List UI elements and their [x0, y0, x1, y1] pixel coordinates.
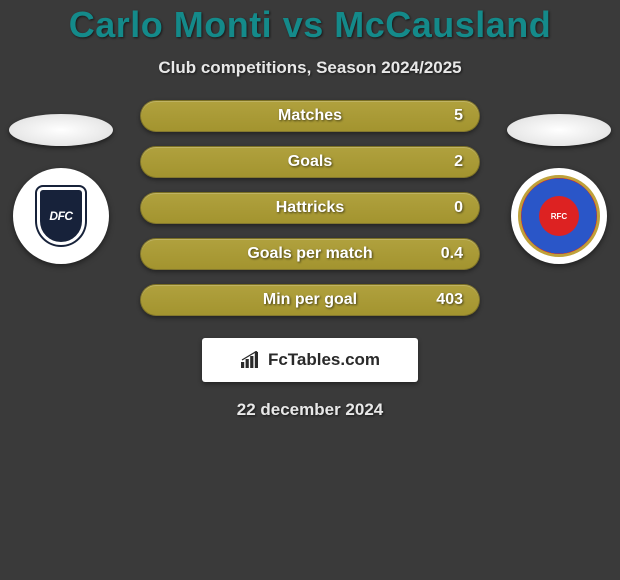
club-badge-left: DFC [13, 168, 109, 264]
watermark-text: FcTables.com [268, 350, 380, 370]
player-right-photo [507, 114, 611, 146]
stat-label: Min per goal [141, 291, 479, 309]
stat-value-right: 0 [454, 199, 463, 217]
stat-row-hattricks: Hattricks 0 [140, 192, 480, 224]
stat-value-right: 0.4 [441, 245, 463, 263]
stat-label: Goals per match [141, 245, 479, 263]
stat-row-goals-per-match: Goals per match 0.4 [140, 238, 480, 270]
stat-row-matches: Matches 5 [140, 100, 480, 132]
player-left-slot: DFC [6, 114, 116, 264]
stat-value-right: 2 [454, 153, 463, 171]
player-right-slot: RFC [504, 114, 614, 264]
bar-chart-icon [240, 351, 262, 369]
stat-label: Goals [141, 153, 479, 171]
club-badge-right: RFC [511, 168, 607, 264]
stat-row-min-per-goal: Min per goal 403 [140, 284, 480, 316]
stat-label: Hattricks [141, 199, 479, 217]
stat-row-goals: Goals 2 [140, 146, 480, 178]
rangers-badge-icon: RFC [518, 175, 600, 257]
stat-value-right: 5 [454, 107, 463, 125]
dfc-badge-text: DFC [49, 209, 72, 223]
stat-value-right: 403 [436, 291, 463, 309]
stat-label: Matches [141, 107, 479, 125]
rangers-crest-center: RFC [539, 196, 579, 236]
comparison-card: Carlo Monti vs McCausland Club competiti… [0, 0, 620, 420]
watermark: FcTables.com [202, 338, 418, 382]
player-left-photo [9, 114, 113, 146]
subtitle: Club competitions, Season 2024/2025 [0, 58, 620, 78]
page-title: Carlo Monti vs McCausland [0, 4, 620, 46]
stats-column: Matches 5 Goals 2 Hattricks 0 Goals per … [140, 100, 480, 316]
dfc-shield-icon: DFC [37, 187, 85, 245]
main-area: DFC RFC Matches 5 Goals 2 Hattricks [0, 100, 620, 420]
footer-date: 22 december 2024 [0, 400, 620, 420]
